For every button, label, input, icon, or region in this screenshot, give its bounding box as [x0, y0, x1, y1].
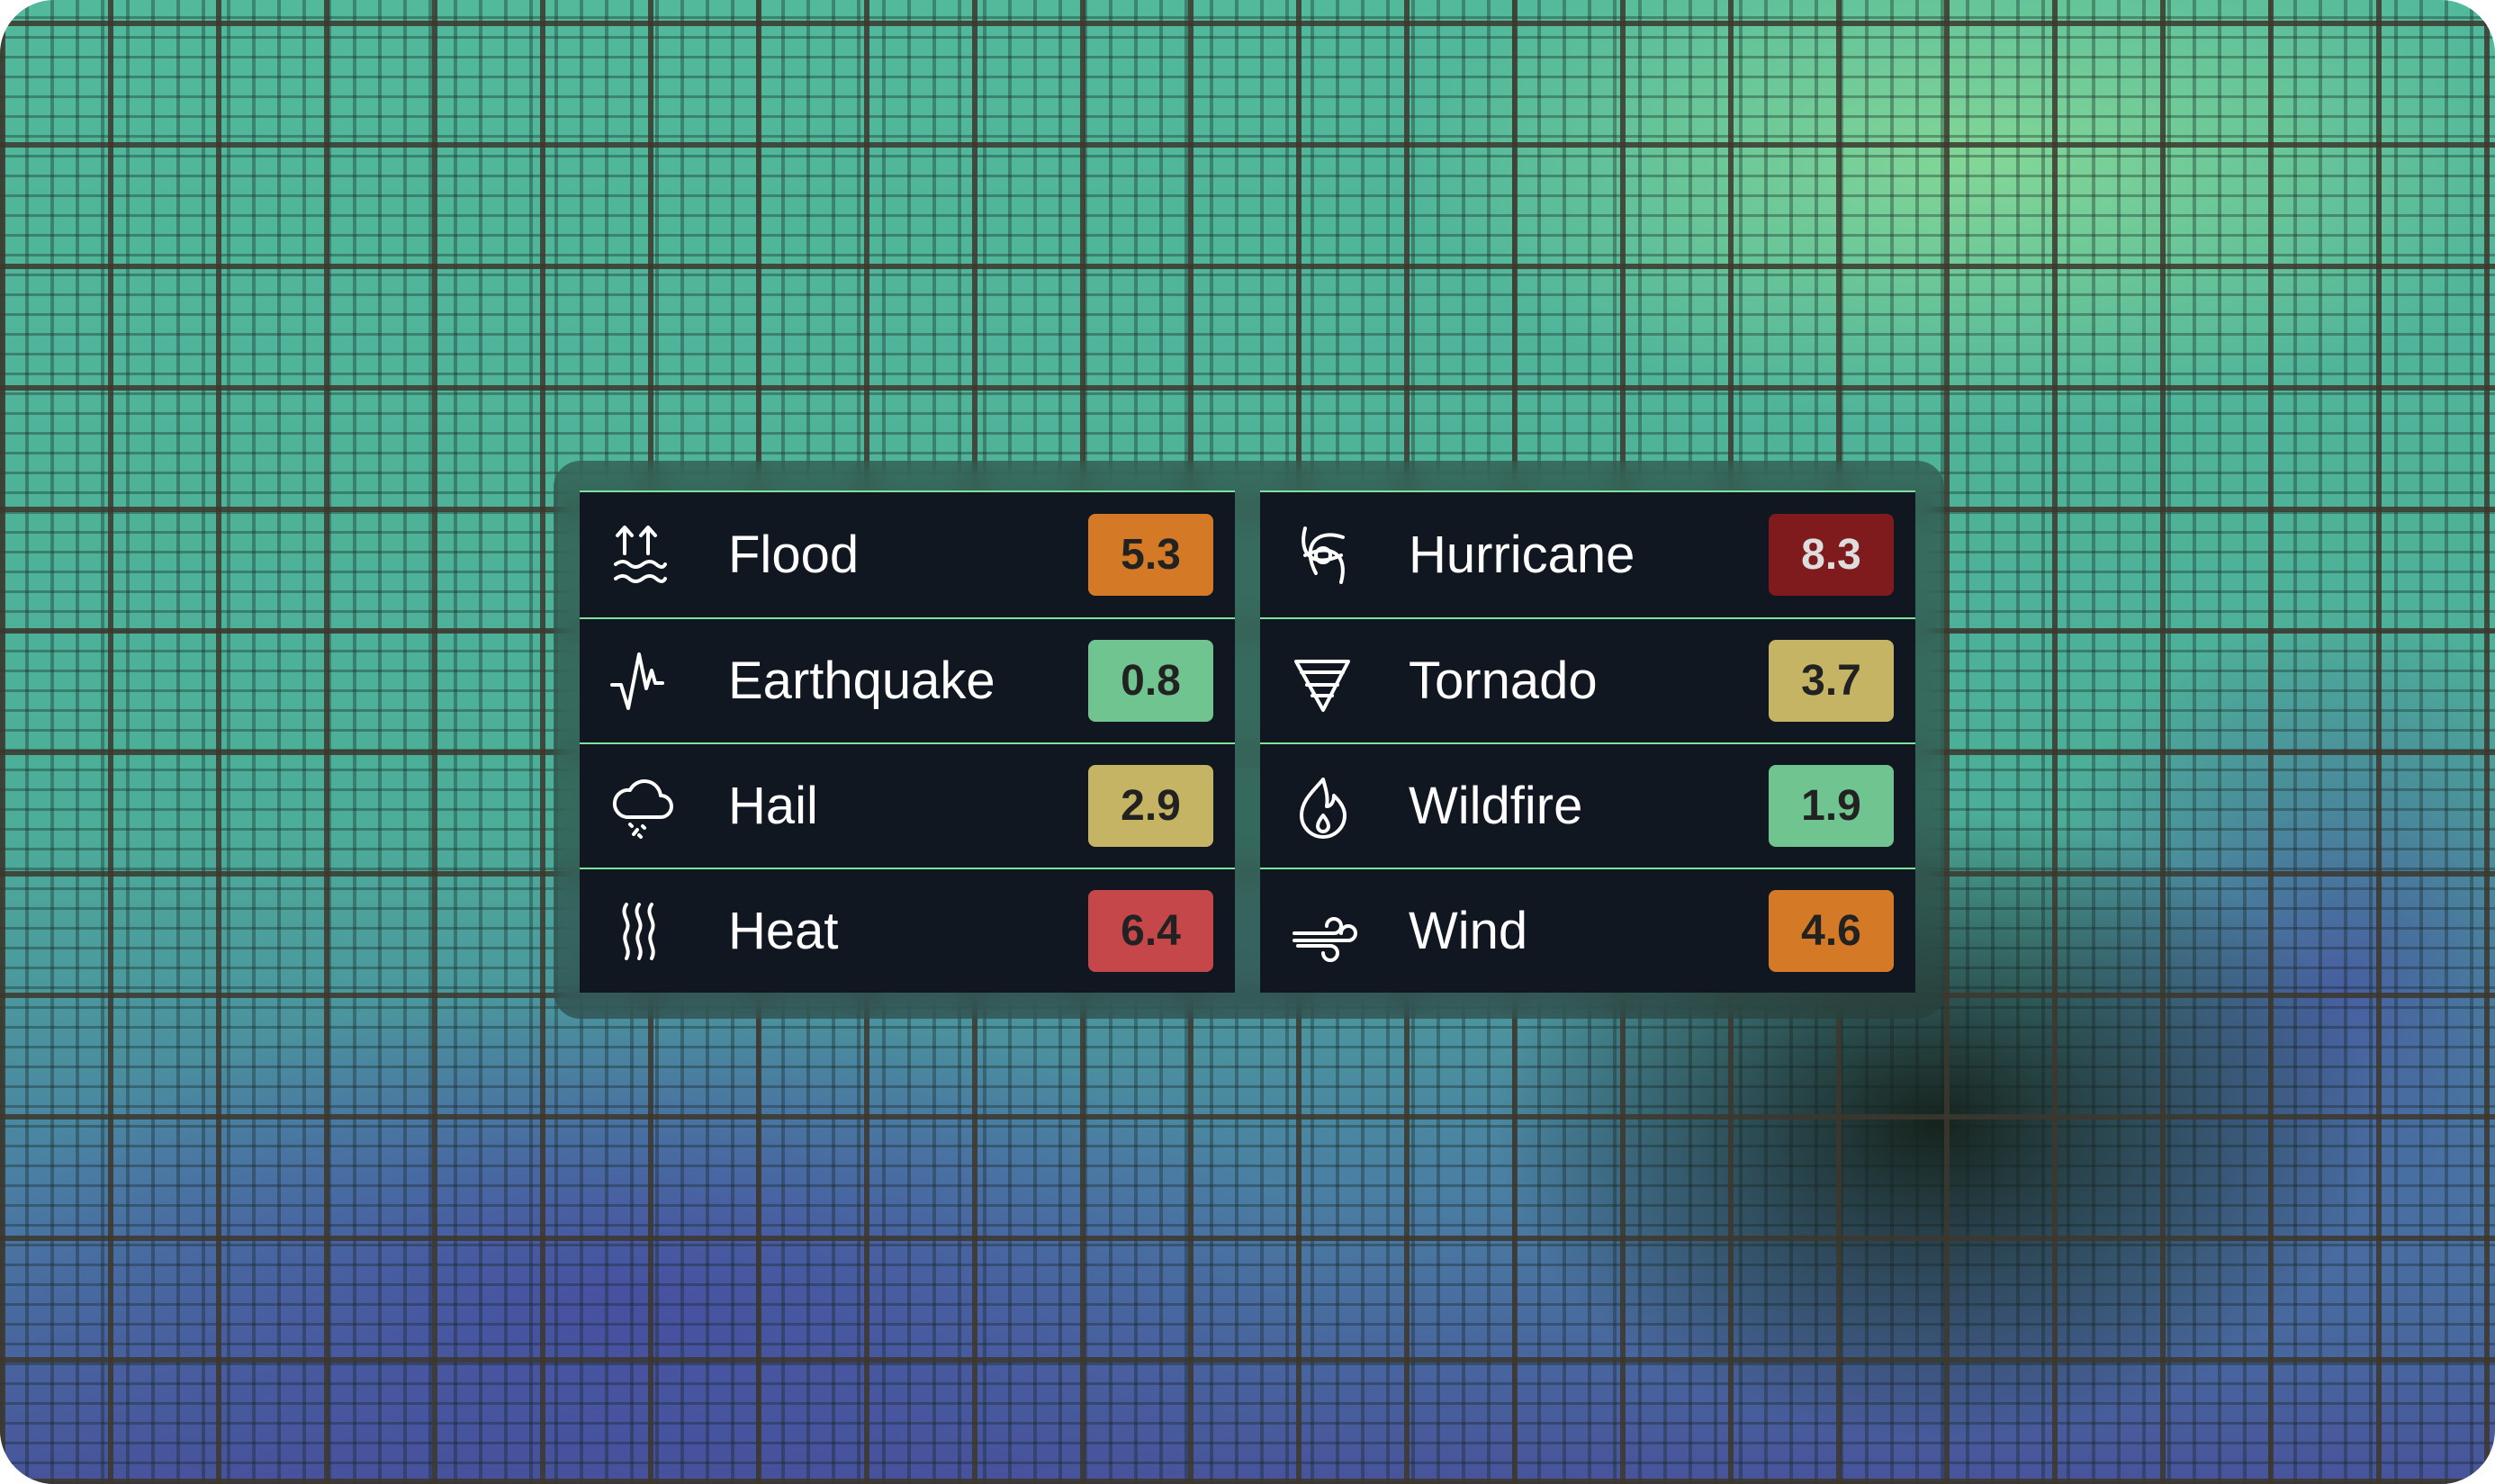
risk-row-hail: Hail 2.9: [580, 742, 1235, 868]
risk-score-badge: 5.3: [1088, 514, 1213, 596]
risk-label: Earthquake: [728, 652, 995, 710]
risk-score-badge: 1.9: [1769, 765, 1894, 847]
risk-score-badge: 6.4: [1088, 890, 1213, 972]
risk-row-hurricane: Hurricane 8.3: [1260, 490, 1915, 617]
wildfire-icon: [1287, 770, 1359, 842]
earthquake-icon: [607, 645, 679, 717]
flood-icon: [607, 519, 679, 591]
risk-row-wind: Wind 4.6: [1260, 868, 1915, 993]
risk-row-heat: Heat 6.4: [580, 868, 1235, 993]
risk-label: Wildfire: [1409, 777, 1583, 835]
risk-label: Wind: [1409, 902, 1528, 960]
risk-label: Flood: [728, 526, 860, 584]
risk-card-right: Hurricane 8.3 Tornado 3.7 Wildfire 1.9 W…: [1260, 490, 1915, 993]
hail-icon: [607, 770, 679, 842]
risk-score-badge: 4.6: [1769, 890, 1894, 972]
risk-label: Heat: [728, 902, 839, 960]
risk-score-badge: 3.7: [1769, 640, 1894, 722]
risk-score-badge: 8.3: [1769, 514, 1894, 596]
risk-row-earthquake: Earthquake 0.8: [580, 617, 1235, 742]
heat-icon: [607, 895, 679, 967]
wind-icon: [1287, 895, 1359, 967]
risk-score-badge: 0.8: [1088, 640, 1213, 722]
risk-row-flood: Flood 5.3: [580, 490, 1235, 617]
risk-label: Tornado: [1409, 652, 1598, 710]
risk-label: Hail: [728, 777, 818, 835]
risk-row-wildfire: Wildfire 1.9: [1260, 742, 1915, 868]
hurricane-icon: [1287, 519, 1359, 591]
tornado-icon: [1287, 645, 1359, 717]
risk-card-left: Flood 5.3 Earthquake 0.8 Hail 2.9 Heat 6…: [580, 490, 1235, 993]
risk-row-tornado: Tornado 3.7: [1260, 617, 1915, 742]
risk-score-badge: 2.9: [1088, 765, 1213, 847]
risk-label: Hurricane: [1409, 526, 1635, 584]
